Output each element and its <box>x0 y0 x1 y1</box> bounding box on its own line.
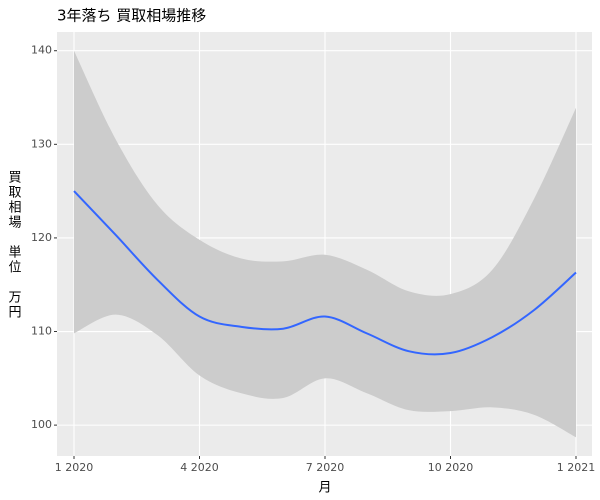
y-tick-label: 130 <box>31 137 52 150</box>
chart-title: 3年落ち 買取相場推移 <box>57 7 206 25</box>
y-tick-label: 120 <box>31 231 52 244</box>
y-tick-label: 140 <box>31 44 52 57</box>
x-tick-label: 4 2020 <box>180 461 219 474</box>
x-tick-label: 10 2020 <box>428 461 474 474</box>
y-tick-label: 100 <box>31 418 52 431</box>
trend-line <box>73 190 577 356</box>
x-tick-label: 1 2021 <box>557 461 596 474</box>
x-tick-label: 1 2020 <box>55 461 94 474</box>
x-axis-title: 月 <box>318 481 331 496</box>
y-tick-label: 110 <box>31 325 52 338</box>
x-tick-label: 7 2020 <box>306 461 345 474</box>
confidence-band <box>74 50 576 438</box>
y-axis-title: 買取相場 単位 万円 <box>6 170 22 320</box>
